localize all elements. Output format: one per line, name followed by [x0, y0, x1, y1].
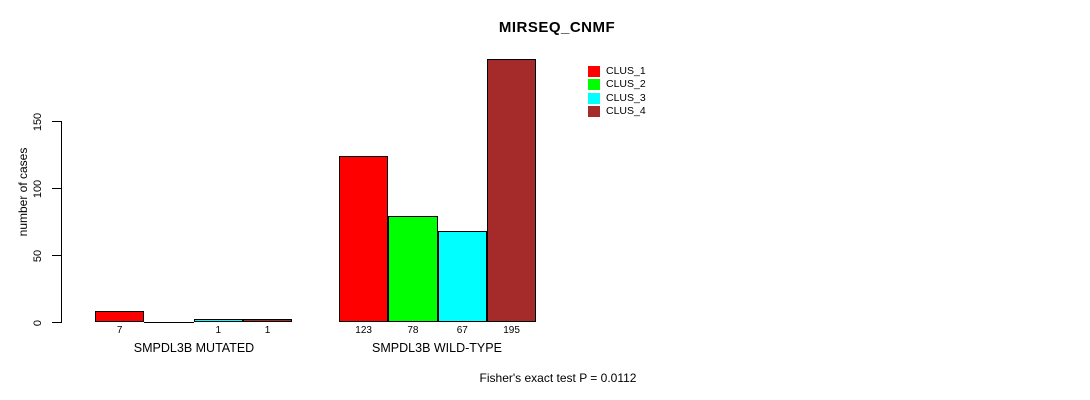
legend-swatch-clus_2 — [588, 79, 600, 91]
bar-value-clus_3-group1: 1 — [215, 325, 222, 336]
legend-swatch-clus_3 — [588, 92, 600, 104]
bar-clus_1-group1 — [95, 311, 145, 323]
y-axis-title: number of cases — [16, 147, 30, 237]
legend-label-clus_3: CLUS_3 — [606, 91, 646, 104]
y-tick-label-50: 50 — [32, 249, 44, 262]
legend-label-clus_4: CLUS_4 — [606, 104, 646, 117]
legend-label-clus_1: CLUS_1 — [606, 65, 646, 77]
y-axis-line — [61, 121, 62, 323]
bar-value-clus_4-group2: 195 — [503, 325, 520, 336]
y-tick-label-150: 150 — [32, 112, 44, 131]
chart-title: MIRSEQ_CNMF — [498, 19, 616, 36]
bar-value-clus_1-group1: 7 — [116, 325, 123, 336]
y-tick-mark-0 — [52, 322, 62, 323]
y-tick-label-100: 100 — [32, 179, 44, 198]
bar-value-clus_2-group2: 78 — [407, 325, 419, 336]
bar-value-clus_1-group2: 123 — [355, 325, 372, 336]
bar-clus_3-group2 — [437, 230, 487, 323]
bar-value-clus_3-group2: 67 — [456, 325, 468, 336]
legend-label-clus_2: CLUS_2 — [606, 78, 646, 91]
fisher-test-note: Fisher's exact test P = 0.0112 — [479, 371, 637, 385]
y-tick-label-0: 0 — [32, 319, 44, 326]
y-tick-mark-50 — [52, 255, 62, 256]
group-label-mutated: SMPDL3B MUTATED — [133, 341, 255, 355]
group-label-wild-type: SMPDL3B WILD-TYPE — [372, 341, 502, 355]
bar-clus_4-group1 — [242, 319, 293, 323]
legend-swatch-clus_1 — [588, 66, 600, 77]
bar-clus_4-group2 — [486, 59, 537, 323]
bar-value-clus_4-group1: 1 — [264, 325, 271, 336]
legend-swatch-clus_4 — [588, 105, 600, 117]
bar-clus_1-group2 — [339, 155, 389, 323]
bar-clus_2-group1 — [144, 321, 194, 323]
bar-clus_3-group1 — [193, 319, 243, 323]
bar-clus_2-group2 — [388, 215, 438, 323]
y-tick-mark-100 — [52, 188, 62, 189]
y-tick-mark-150 — [52, 121, 62, 122]
